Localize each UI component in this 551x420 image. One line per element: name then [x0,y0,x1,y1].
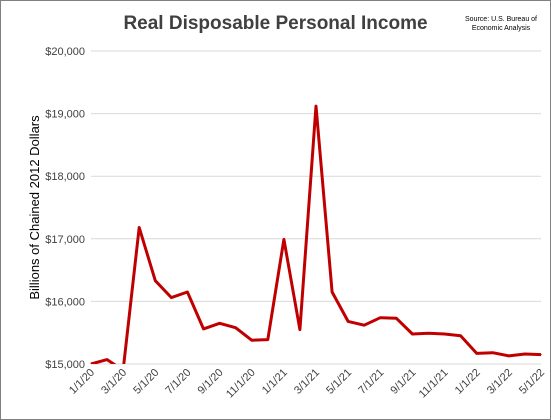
data-point [460,335,462,337]
x-tick-label: 7/1/20 [163,367,193,397]
data-point [283,238,285,241]
data-point [363,324,365,326]
y-tick-label: $20,000 [45,46,85,58]
data-point [508,355,510,357]
x-tick-label: 1/1/22 [453,367,483,397]
data-point [524,353,526,355]
data-point [347,320,349,323]
x-tick-label: 3/1/21 [292,367,322,397]
data-point [379,317,381,319]
data-point [299,328,301,331]
x-tick-label: 7/1/21 [356,367,386,397]
data-point [202,328,205,330]
x-tick-label: 5/1/20 [131,367,161,397]
y-tick-label: $15,000 [45,359,85,371]
y-tick-label: $18,000 [45,171,85,183]
chart-source: Source: U.S. Bureau of Economic Analysis [465,15,537,33]
data-point [395,317,397,319]
data-point [90,363,92,364]
data-point [331,291,333,293]
chart-title: Real Disposable Personal Income [123,13,428,34]
data-point [476,352,478,354]
x-tick-label: 5/1/21 [324,367,354,397]
y-tick-label: $16,000 [45,296,85,308]
data-point [138,226,140,229]
data-point [251,339,253,341]
x-tick-label: 1/1/20 [67,367,97,397]
data-point [218,322,221,324]
y-axis-label: Billions of Chained 2012 Dollars [27,115,42,300]
data-point [427,332,430,334]
x-tick-label: 9/1/21 [388,367,418,397]
data-point [315,105,317,107]
y-tick-label: $19,000 [45,109,85,121]
data-point [106,359,108,361]
x-tick-label: 1/1/21 [260,367,290,397]
data-point [540,354,542,356]
x-tick-label: 3/1/20 [99,367,129,397]
x-tick-label: 11/1/21 [417,367,451,401]
x-tick-label: 9/1/20 [196,367,226,397]
data-point [411,333,414,335]
data-point [267,338,269,341]
data-point [186,291,189,293]
x-tick-label: 3/1/22 [485,367,515,397]
data-point [170,297,172,299]
source-line-2: Economic Analysis [471,25,531,32]
data-point [443,333,446,335]
x-tick-label: 11/1/20 [224,367,258,401]
y-tick-label: $17,000 [45,234,85,246]
plot-area [90,104,542,364]
series-line [90,104,542,364]
data-point [235,327,237,329]
data-point [492,352,494,354]
data-point [154,280,156,282]
gridlines [91,50,541,365]
source-line-1: Source: U.S. Bureau of [465,16,537,23]
x-tick-label: 5/1/22 [517,367,547,397]
y-axis-ticks: $15,000 $16,000 $17,000 $18,000 $19,000 $20,0… [45,46,85,371]
